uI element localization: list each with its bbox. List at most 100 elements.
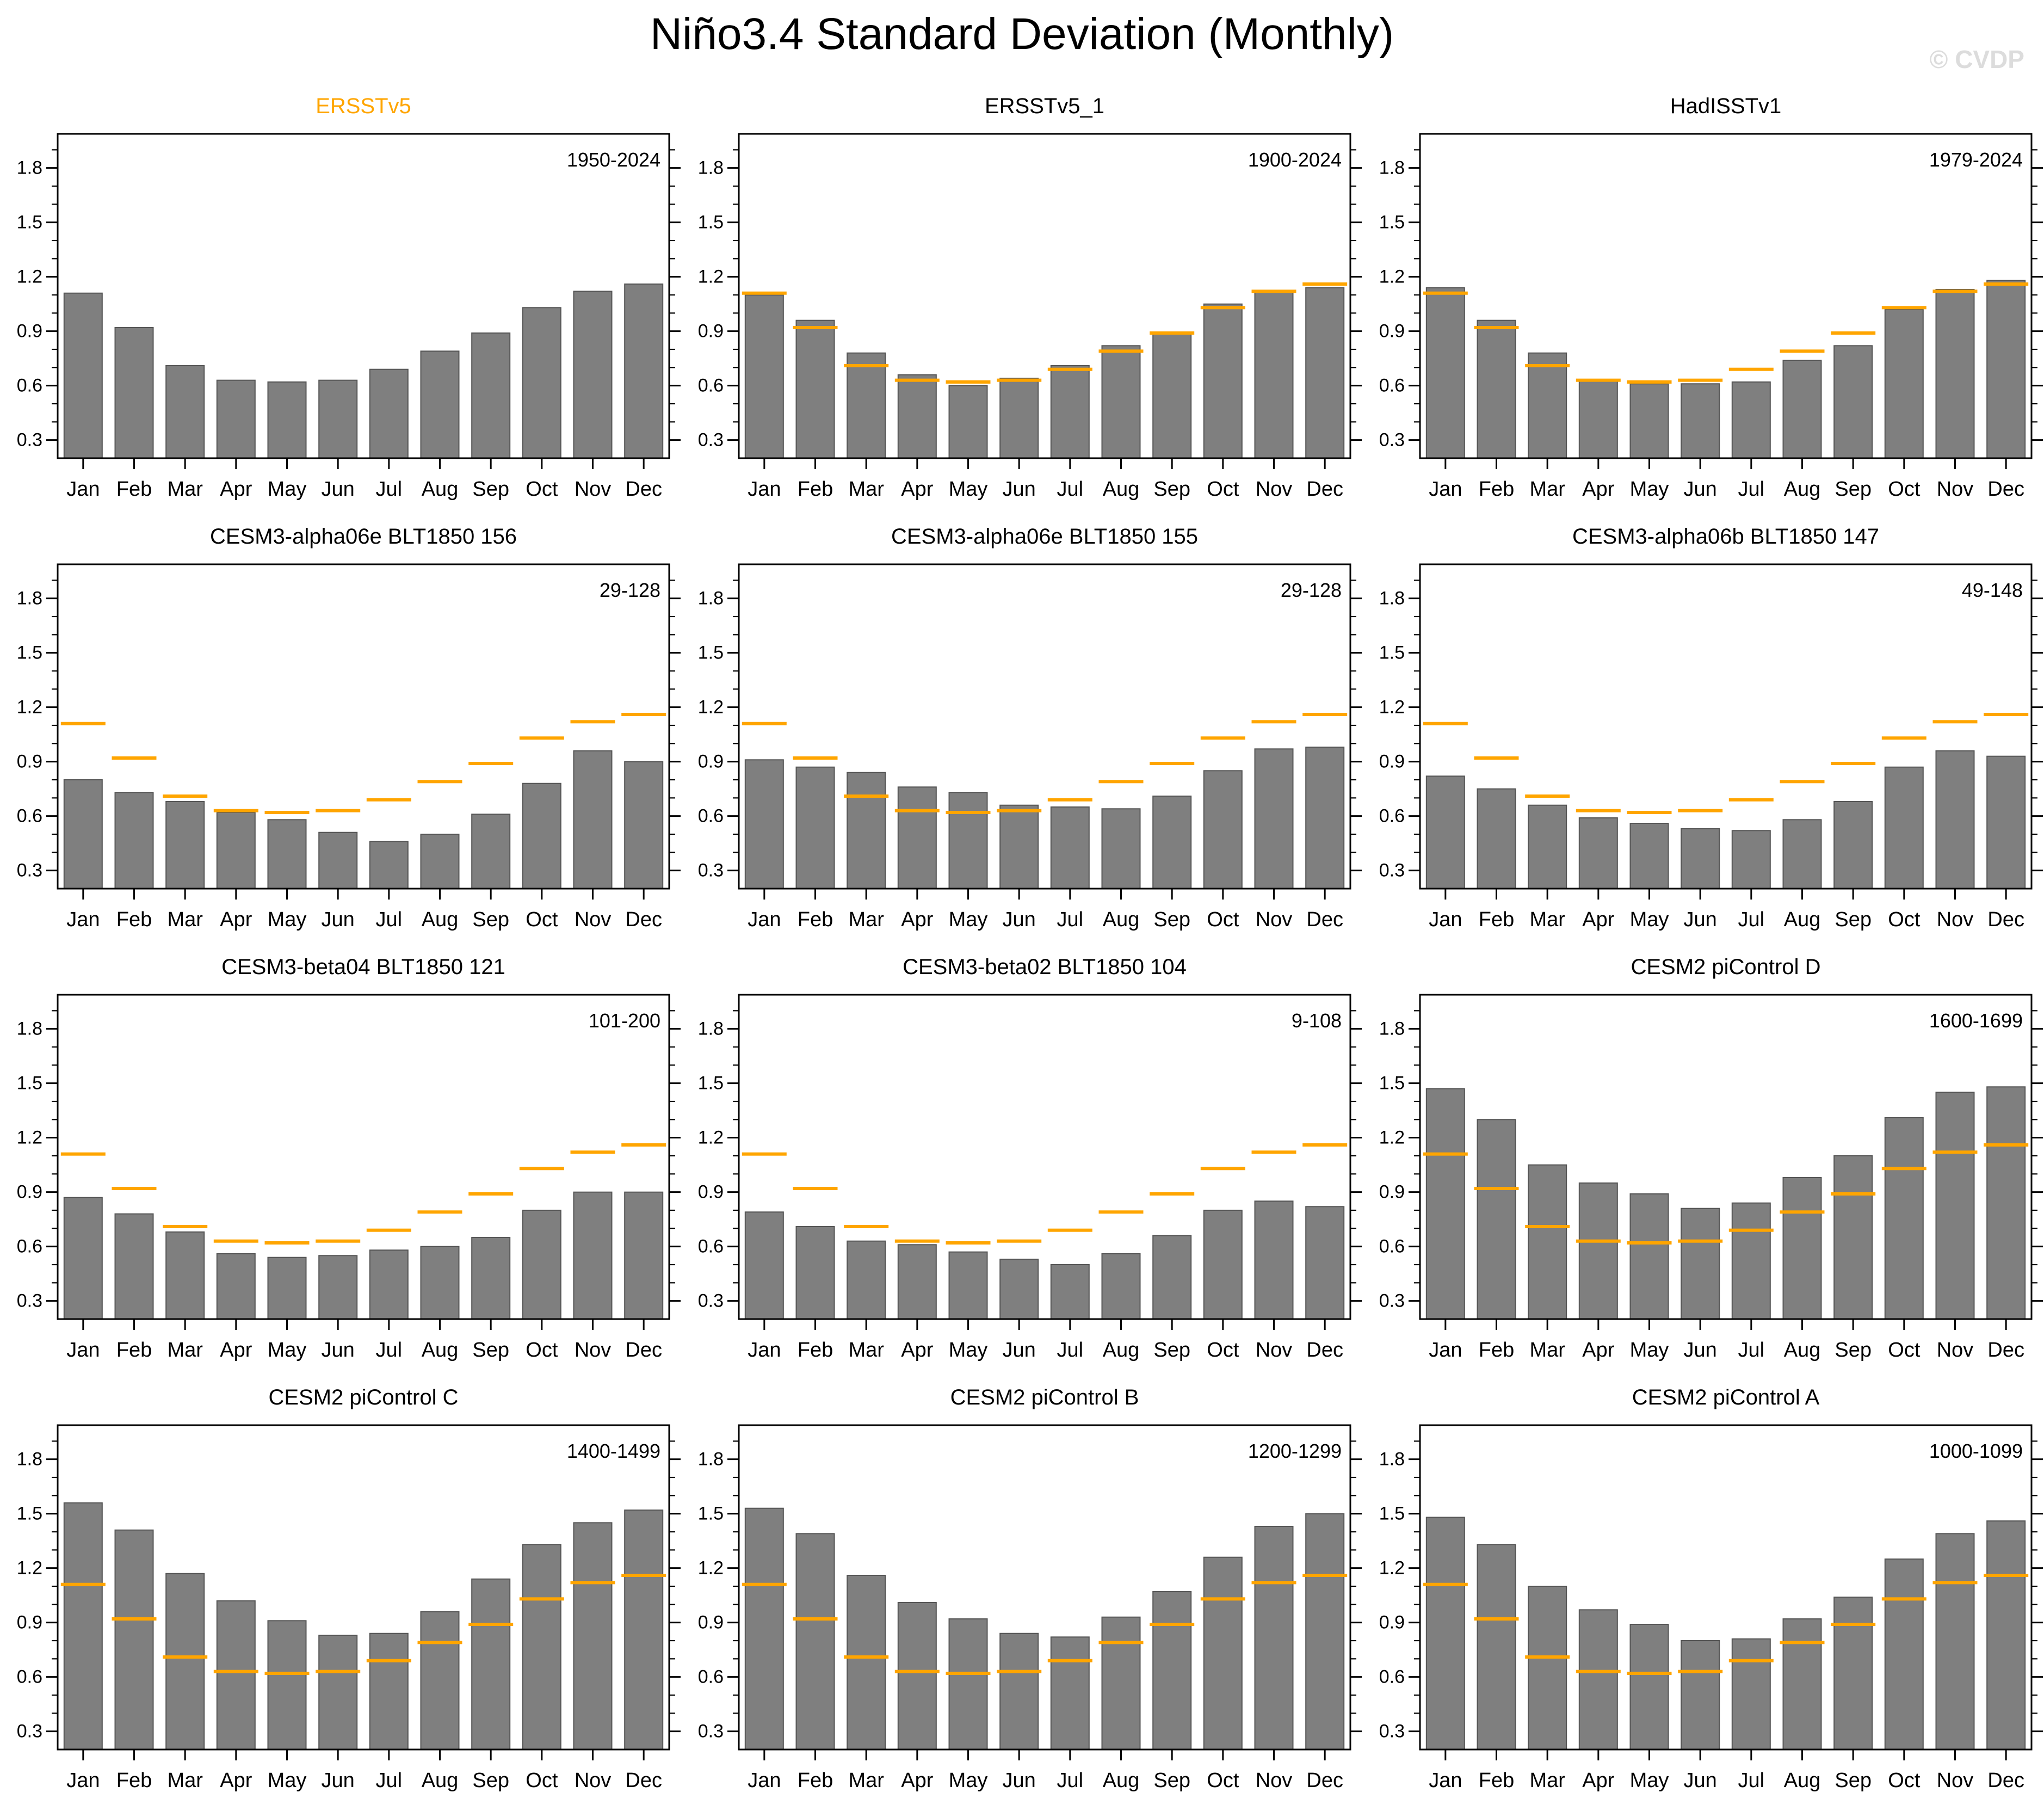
bar xyxy=(318,379,358,459)
reference-line xyxy=(844,794,889,798)
y-tick-label: 0.9 xyxy=(1379,321,1405,342)
reference-line xyxy=(1047,367,1092,371)
month-label: Jul xyxy=(1738,478,1765,501)
month-label: Jul xyxy=(1738,1339,1765,1362)
cvdp-watermark: © CVDP xyxy=(1929,45,2024,73)
month-label: Apr xyxy=(1582,478,1614,501)
month-label: Jun xyxy=(1684,478,1717,501)
reference-line xyxy=(60,722,106,725)
y-tick-label: 0.9 xyxy=(1379,1612,1405,1633)
bar xyxy=(1528,352,1567,459)
reference-line xyxy=(570,1581,615,1585)
month-label: Aug xyxy=(1103,478,1140,501)
bar xyxy=(897,374,937,459)
y-tick-label: 0.9 xyxy=(17,1182,42,1203)
month-label: Dec xyxy=(625,1339,662,1362)
reference-line xyxy=(316,1239,361,1243)
bar xyxy=(1986,1520,2026,1750)
bar xyxy=(948,1251,988,1320)
period-label: 101-200 xyxy=(589,1009,660,1032)
month-label: Feb xyxy=(798,478,833,501)
bar xyxy=(999,804,1039,890)
month-label: May xyxy=(949,478,988,501)
month-label: Mar xyxy=(167,1339,203,1362)
panel-title: CESM2 piControl B xyxy=(950,1385,1139,1409)
bar xyxy=(1629,1624,1669,1750)
reference-line xyxy=(1780,349,1825,353)
month-label: Jan xyxy=(66,478,100,501)
reference-line xyxy=(468,1623,514,1626)
bar xyxy=(369,841,409,889)
reference-line xyxy=(1098,349,1144,353)
reference-line xyxy=(894,809,940,812)
y-tick-label: 1.5 xyxy=(1379,643,1405,663)
y-tick-label: 0.6 xyxy=(698,806,724,827)
month-label: May xyxy=(1630,478,1669,501)
bar xyxy=(1884,766,1924,890)
reference-line xyxy=(112,756,157,760)
reference-line xyxy=(1047,798,1092,802)
reference-line xyxy=(1525,1655,1570,1659)
period-label: 1979-2024 xyxy=(1929,149,2023,171)
reference-line xyxy=(1302,1574,1348,1577)
plot-frame xyxy=(1419,563,2033,890)
y-tick-label: 1.2 xyxy=(698,1128,724,1148)
panel-title: CESM3-alpha06e BLT1850 155 xyxy=(891,525,1198,549)
month-label: Feb xyxy=(116,1769,152,1792)
bar xyxy=(795,319,835,459)
y-tick-label: 1.8 xyxy=(17,1449,42,1470)
bar xyxy=(948,792,988,889)
y-tick-label: 1.2 xyxy=(698,267,724,287)
bar xyxy=(369,1249,409,1320)
month-label: Dec xyxy=(1306,1339,1343,1362)
bar xyxy=(1305,287,1345,459)
reference-line xyxy=(1251,1581,1296,1585)
y-tick-label: 1.5 xyxy=(17,212,42,233)
bar xyxy=(267,1620,307,1750)
bar xyxy=(1477,1544,1516,1750)
reference-line xyxy=(997,378,1042,382)
month-label: Jun xyxy=(1003,1769,1036,1792)
month-label: Feb xyxy=(798,1339,833,1362)
bar xyxy=(216,1253,256,1320)
y-tick-label: 0.6 xyxy=(1379,1667,1405,1687)
month-label: Mar xyxy=(848,478,884,501)
panel-title: CESM2 piControl D xyxy=(1631,955,1820,979)
bar xyxy=(369,1633,409,1751)
reference-line xyxy=(1881,306,1926,310)
bar xyxy=(216,1600,256,1750)
reference-line xyxy=(1780,780,1825,784)
bar xyxy=(1425,287,1465,459)
y-tick-label: 0.3 xyxy=(17,1721,42,1742)
month-label: Nov xyxy=(575,1339,612,1362)
bar xyxy=(744,759,784,889)
reference-line xyxy=(1678,1670,1723,1673)
chart-panel: CESM3-alpha06e BLT1850 156 0.3 0.6 0.9 1.2 1.… xyxy=(17,525,681,931)
bar xyxy=(1578,379,1618,459)
bar xyxy=(63,292,103,459)
reference-line xyxy=(1576,378,1621,382)
reference-line xyxy=(264,1241,310,1245)
month-label: Jan xyxy=(748,478,781,501)
y-tick-label: 1.2 xyxy=(1379,267,1405,287)
bar xyxy=(847,772,886,890)
month-label: Nov xyxy=(575,1769,612,1792)
month-label: Apr xyxy=(220,1339,252,1362)
reference-line xyxy=(1302,1143,1348,1147)
bar xyxy=(369,368,409,459)
reference-line xyxy=(1200,306,1245,310)
y-tick-label: 0.9 xyxy=(698,751,724,772)
month-label: Jun xyxy=(1684,908,1717,931)
y-tick-label: 0.6 xyxy=(1379,1236,1405,1257)
reference-line xyxy=(742,1582,787,1586)
month-label: Aug xyxy=(1103,908,1140,931)
reference-line xyxy=(366,1659,411,1662)
month-label: Apr xyxy=(901,478,933,501)
y-tick-label: 0.9 xyxy=(17,1612,42,1633)
reference-line xyxy=(519,736,564,740)
month-label: Sep xyxy=(1153,908,1190,931)
plot-frame xyxy=(738,133,1351,459)
month-label: Jul xyxy=(1057,1339,1084,1362)
bar xyxy=(1681,383,1720,459)
month-label: Apr xyxy=(220,908,252,931)
